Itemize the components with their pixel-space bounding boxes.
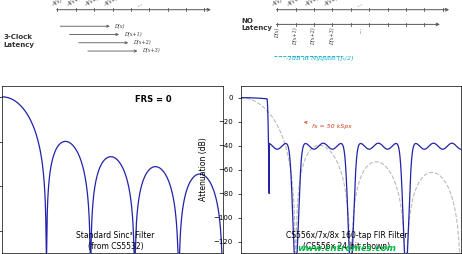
Text: D(x+3): D(x+3) [330,27,335,45]
Text: -1dB at Nyquist (fₓ/2): -1dB at Nyquist (fₓ/2) [286,56,354,61]
Text: A(x+2): A(x+2) [85,0,103,7]
Text: Standard Sinc³ Filter
(from CS5532): Standard Sinc³ Filter (from CS5532) [76,231,155,251]
Text: D(x): D(x) [115,24,125,29]
Text: A(x+3): A(x+3) [103,0,122,7]
Text: A(x+2): A(x+2) [304,0,323,7]
Text: D(x+2): D(x+2) [311,27,316,45]
Text: ....: .... [356,0,364,7]
Text: D(x+1): D(x+1) [124,32,141,37]
Text: ....: .... [136,0,144,7]
Text: D(x): D(x) [275,27,280,38]
Text: A(x): A(x) [51,0,63,7]
Text: FRS = 0: FRS = 0 [134,96,171,104]
Text: A(x+1): A(x+1) [67,0,85,7]
Text: D(x+3): D(x+3) [142,49,160,54]
Text: A(x+3): A(x+3) [323,0,342,7]
Text: fs = 50 kSps: fs = 50 kSps [304,121,352,129]
Text: A(x): A(x) [271,0,283,7]
Text: A(x+1): A(x+1) [286,0,305,7]
Text: ....: .... [358,27,363,33]
Text: 3-Clock
Latency: 3-Clock Latency [3,34,34,48]
Y-axis label: Attenuation (dB): Attenuation (dB) [199,138,208,201]
Text: CS556x/7x/8x 160-tap FIR Filter
(CS556x 24-bit shown): CS556x/7x/8x 160-tap FIR Filter (CS556x … [286,231,407,251]
Text: D(x+2): D(x+2) [133,40,151,45]
Text: www.cntronics.com: www.cntronics.com [297,244,396,253]
Text: NO
Latency: NO Latency [242,18,273,31]
Text: D(x+1): D(x+1) [293,27,298,45]
